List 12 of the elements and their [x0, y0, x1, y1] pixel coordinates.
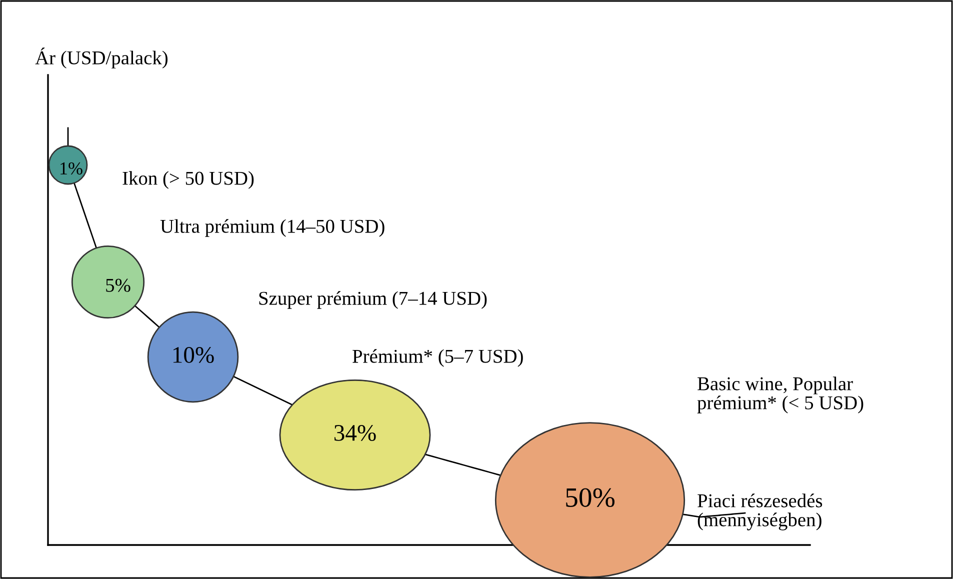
data-label: 34%: [334, 424, 376, 441]
category-label: Ikon (> 50 USD): [122, 171, 254, 189]
data-label: 50%: [566, 488, 615, 508]
category-label: Prémium* (5–7 USD): [352, 349, 523, 367]
text: Ár (USD/palack): [35, 48, 168, 68]
category-label: Ultra prémium (14–50 USD): [160, 219, 384, 237]
category-label: Basic wine, Popular prémium* (< 5 USD): [697, 376, 864, 414]
data-label: 10%: [173, 346, 214, 363]
data-label: 1%: [60, 162, 82, 175]
category-label: Szuper prémium (7–14 USD): [259, 291, 487, 309]
data-label: 5%: [106, 278, 130, 292]
text: Piaci részesedés (mennyiségben): [698, 494, 822, 530]
